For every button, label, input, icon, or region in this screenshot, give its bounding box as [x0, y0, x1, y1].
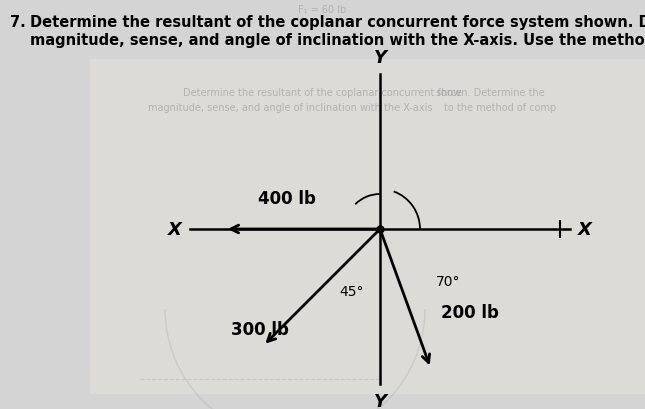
Text: F₁ = 60 lb: F₁ = 60 lb	[298, 5, 346, 15]
Text: shown. Determine the: shown. Determine the	[435, 88, 544, 98]
Text: 45°: 45°	[340, 284, 364, 298]
FancyBboxPatch shape	[90, 60, 645, 394]
Text: Determine the resultant of the coplanar concurrent force system shown. Determine: Determine the resultant of the coplanar …	[30, 15, 645, 30]
Text: X: X	[578, 220, 592, 238]
Text: 7.: 7.	[10, 15, 26, 30]
Text: X: X	[168, 220, 182, 238]
Text: magnitude, sense, and angle of inclination with the X-axis. Use the method of co: magnitude, sense, and angle of inclinati…	[30, 33, 645, 48]
Text: Determine the resultant of the coplanar concurrent force: Determine the resultant of the coplanar …	[183, 88, 461, 98]
Text: to the method of comp: to the method of comp	[444, 103, 556, 113]
Text: magnitude, sense, and angle of inclination with the X-axis: magnitude, sense, and angle of inclinati…	[148, 103, 432, 113]
Text: 400 lb: 400 lb	[258, 189, 316, 207]
Text: 70°: 70°	[436, 274, 461, 288]
Text: 200 lb: 200 lb	[441, 304, 499, 321]
Text: 300 lb: 300 lb	[232, 320, 289, 338]
Text: Y: Y	[373, 392, 386, 409]
Text: Y: Y	[373, 49, 386, 67]
